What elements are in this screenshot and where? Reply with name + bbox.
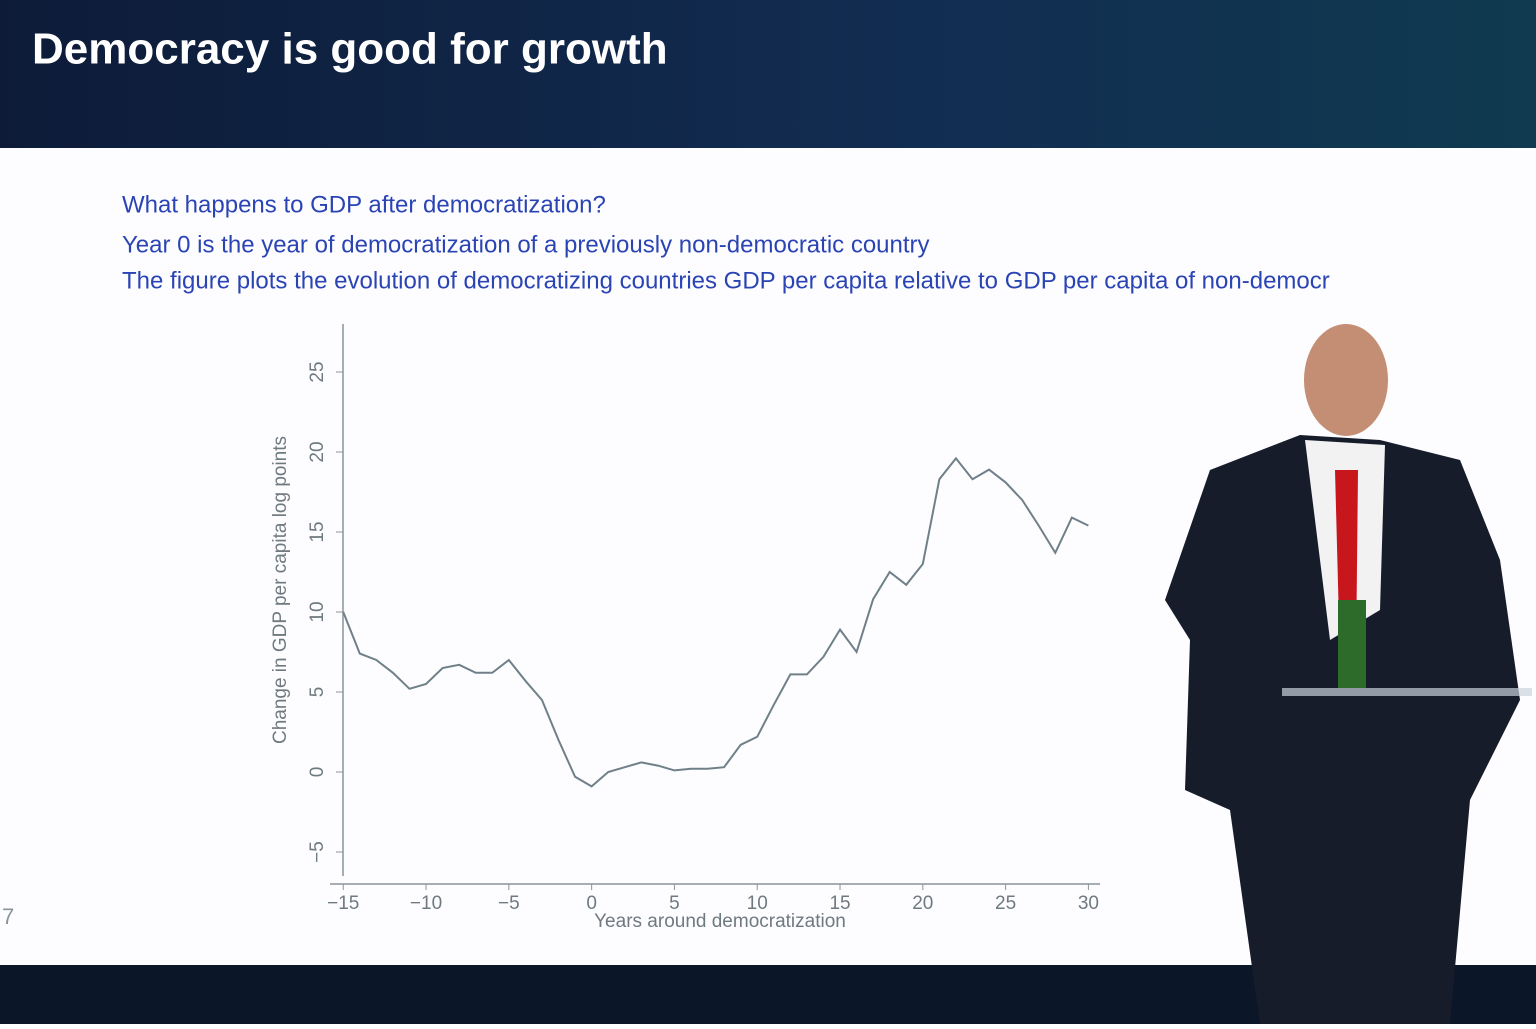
x-tick-label: −15 (327, 893, 359, 914)
x-tick-label: 15 (829, 893, 850, 914)
x-axis-label: Years around democratization (594, 911, 846, 932)
annotation: The figure plots the evolution of democr… (122, 267, 1330, 294)
y-tick-label: 0 (307, 767, 328, 778)
x-tick-label: −5 (498, 893, 520, 914)
slide-title: Democracy is good for growth (32, 25, 668, 74)
speaker-suit (1165, 435, 1520, 1024)
y-tick-label: −5 (307, 841, 328, 863)
y-tick-label: 25 (307, 361, 328, 382)
y-tick-label: 20 (307, 441, 328, 462)
podium (1282, 688, 1532, 696)
x-tick-label: 10 (747, 893, 768, 914)
data-line (342, 456, 1089, 788)
speaker-head (1304, 324, 1388, 436)
x-tick-label: 30 (1078, 893, 1099, 914)
x-tick-label: −10 (410, 893, 442, 914)
annotation: Year 0 is the year of democratization of… (122, 231, 930, 258)
y-tick-label: 5 (307, 687, 328, 698)
page-number: 7 (2, 904, 14, 929)
x-tick-label: 5 (669, 893, 680, 914)
y-tick-label: 10 (307, 601, 328, 622)
speaker (1165, 324, 1532, 1024)
y-axis-label: Change in GDP per capita log points (270, 436, 291, 744)
slide-header-band (0, 0, 1536, 170)
bottle (1338, 600, 1366, 688)
x-tick-label: 25 (995, 893, 1016, 914)
x-tick-label: 20 (912, 893, 933, 914)
annotation: What happens to GDP after democratizatio… (122, 191, 606, 218)
x-tick-label: 0 (586, 893, 597, 914)
y-tick-label: 15 (307, 521, 328, 542)
